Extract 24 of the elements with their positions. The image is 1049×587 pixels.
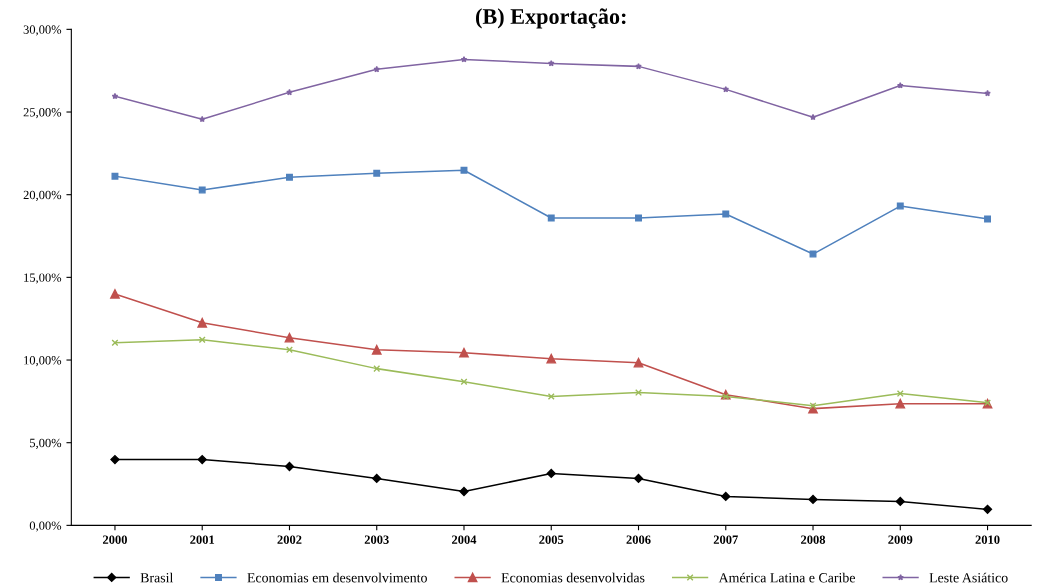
legend-label: América Latina e Caribe bbox=[718, 572, 855, 583]
chart-title: (B) Exportação: bbox=[476, 8, 626, 29]
x-tick-label: 2005 bbox=[539, 535, 564, 544]
y-tick-label: 5,00% bbox=[30, 438, 62, 449]
legend-label: Leste Asiático bbox=[929, 572, 1008, 583]
x-tick-label: 2000 bbox=[102, 535, 127, 544]
x-tick-label: 2007 bbox=[713, 535, 738, 544]
y-tick-label: 15,00% bbox=[24, 273, 62, 284]
legend-label: Economias em desenvolvimento bbox=[247, 572, 427, 583]
y-tick-label: 20,00% bbox=[23, 190, 62, 201]
y-tick-label: 25,00% bbox=[23, 108, 62, 119]
legend-label: Economias desenvolvidas bbox=[501, 572, 645, 583]
x-tick-label: 2001 bbox=[190, 535, 215, 544]
x-tick-label: 2006 bbox=[626, 535, 651, 544]
y-tick-label: 30,00% bbox=[23, 25, 62, 36]
x-tick-label: 2009 bbox=[888, 535, 913, 544]
x-tick-label: 2008 bbox=[801, 535, 826, 544]
legend-label: Brasil bbox=[140, 572, 174, 583]
x-tick-label: 2004 bbox=[452, 535, 477, 544]
y-tick-label: 10,00% bbox=[24, 356, 62, 367]
y-tick-label: 0,00% bbox=[29, 521, 62, 532]
x-tick-label: 2002 bbox=[277, 535, 302, 544]
x-tick-label: 2010 bbox=[975, 535, 1000, 544]
x-tick-label: 2003 bbox=[364, 535, 389, 544]
